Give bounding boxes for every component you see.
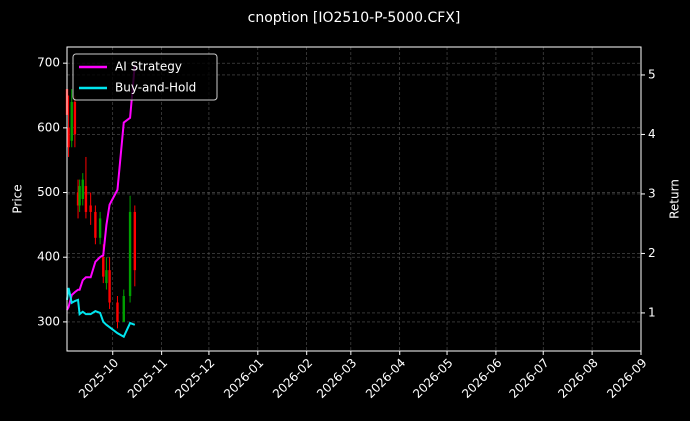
- candle-body: [73, 101, 77, 135]
- line-series: [66, 287, 136, 339]
- candle-body: [122, 296, 125, 322]
- candle-body: [116, 302, 119, 322]
- y-tick-label: 400: [37, 250, 60, 264]
- candle-body: [67, 127, 70, 148]
- y2-tick-label: 4: [648, 127, 656, 141]
- candle-body: [94, 211, 97, 238]
- candle-body: [102, 257, 105, 277]
- x-tick-label: 2026-08: [555, 356, 600, 401]
- y-axis-label: Price: [11, 184, 25, 213]
- legend-box: [72, 53, 218, 101]
- x-tick-label: 2026-05: [410, 356, 455, 401]
- x-tick-label: 2025-11: [125, 356, 170, 401]
- candle-body: [76, 192, 80, 206]
- y2-tick-label: 3: [648, 186, 656, 200]
- y2-axis-label: Return: [668, 179, 682, 219]
- y-tick-label: 500: [37, 185, 60, 199]
- y2-tick-label: 2: [648, 246, 656, 260]
- y2-tick-label: 1: [648, 305, 656, 319]
- legend-label: Buy-and-Hold: [115, 81, 196, 95]
- candle-body: [78, 186, 81, 206]
- candle-body: [105, 270, 108, 284]
- candle-body: [81, 179, 84, 199]
- y-tick-label: 700: [37, 56, 60, 70]
- x-tick-label: 2026-03: [314, 356, 359, 401]
- x-tick-label: 2026-07: [506, 356, 551, 401]
- y-tick-label: 600: [37, 120, 60, 134]
- x-tick-label: 2026-01: [221, 356, 266, 401]
- candle-body: [89, 205, 92, 212]
- x-tick-label: 2026-09: [604, 356, 649, 401]
- candle-body: [133, 211, 137, 271]
- y-tick-label: 300: [37, 314, 60, 328]
- plot-frame: [66, 46, 642, 352]
- legend-label: AI Strategy: [115, 60, 182, 74]
- candle-body: [108, 270, 111, 303]
- candle-body: [128, 211, 132, 297]
- x-tick-label: 2026-06: [459, 356, 504, 401]
- x-tick-label: 2026-02: [270, 356, 315, 401]
- candle-body: [98, 218, 102, 238]
- x-tick-label: 2025-10: [76, 356, 121, 401]
- y2-tick-label: 5: [648, 67, 656, 81]
- x-tick-label: 2026-04: [363, 356, 408, 401]
- x-tick-label: 2025-12: [172, 356, 217, 401]
- line-series: [66, 64, 136, 311]
- candle-body: [70, 101, 73, 141]
- candle-body: [84, 186, 88, 212]
- chart-title: cnoption [IO2510-P-5000.CFX]: [248, 10, 461, 26]
